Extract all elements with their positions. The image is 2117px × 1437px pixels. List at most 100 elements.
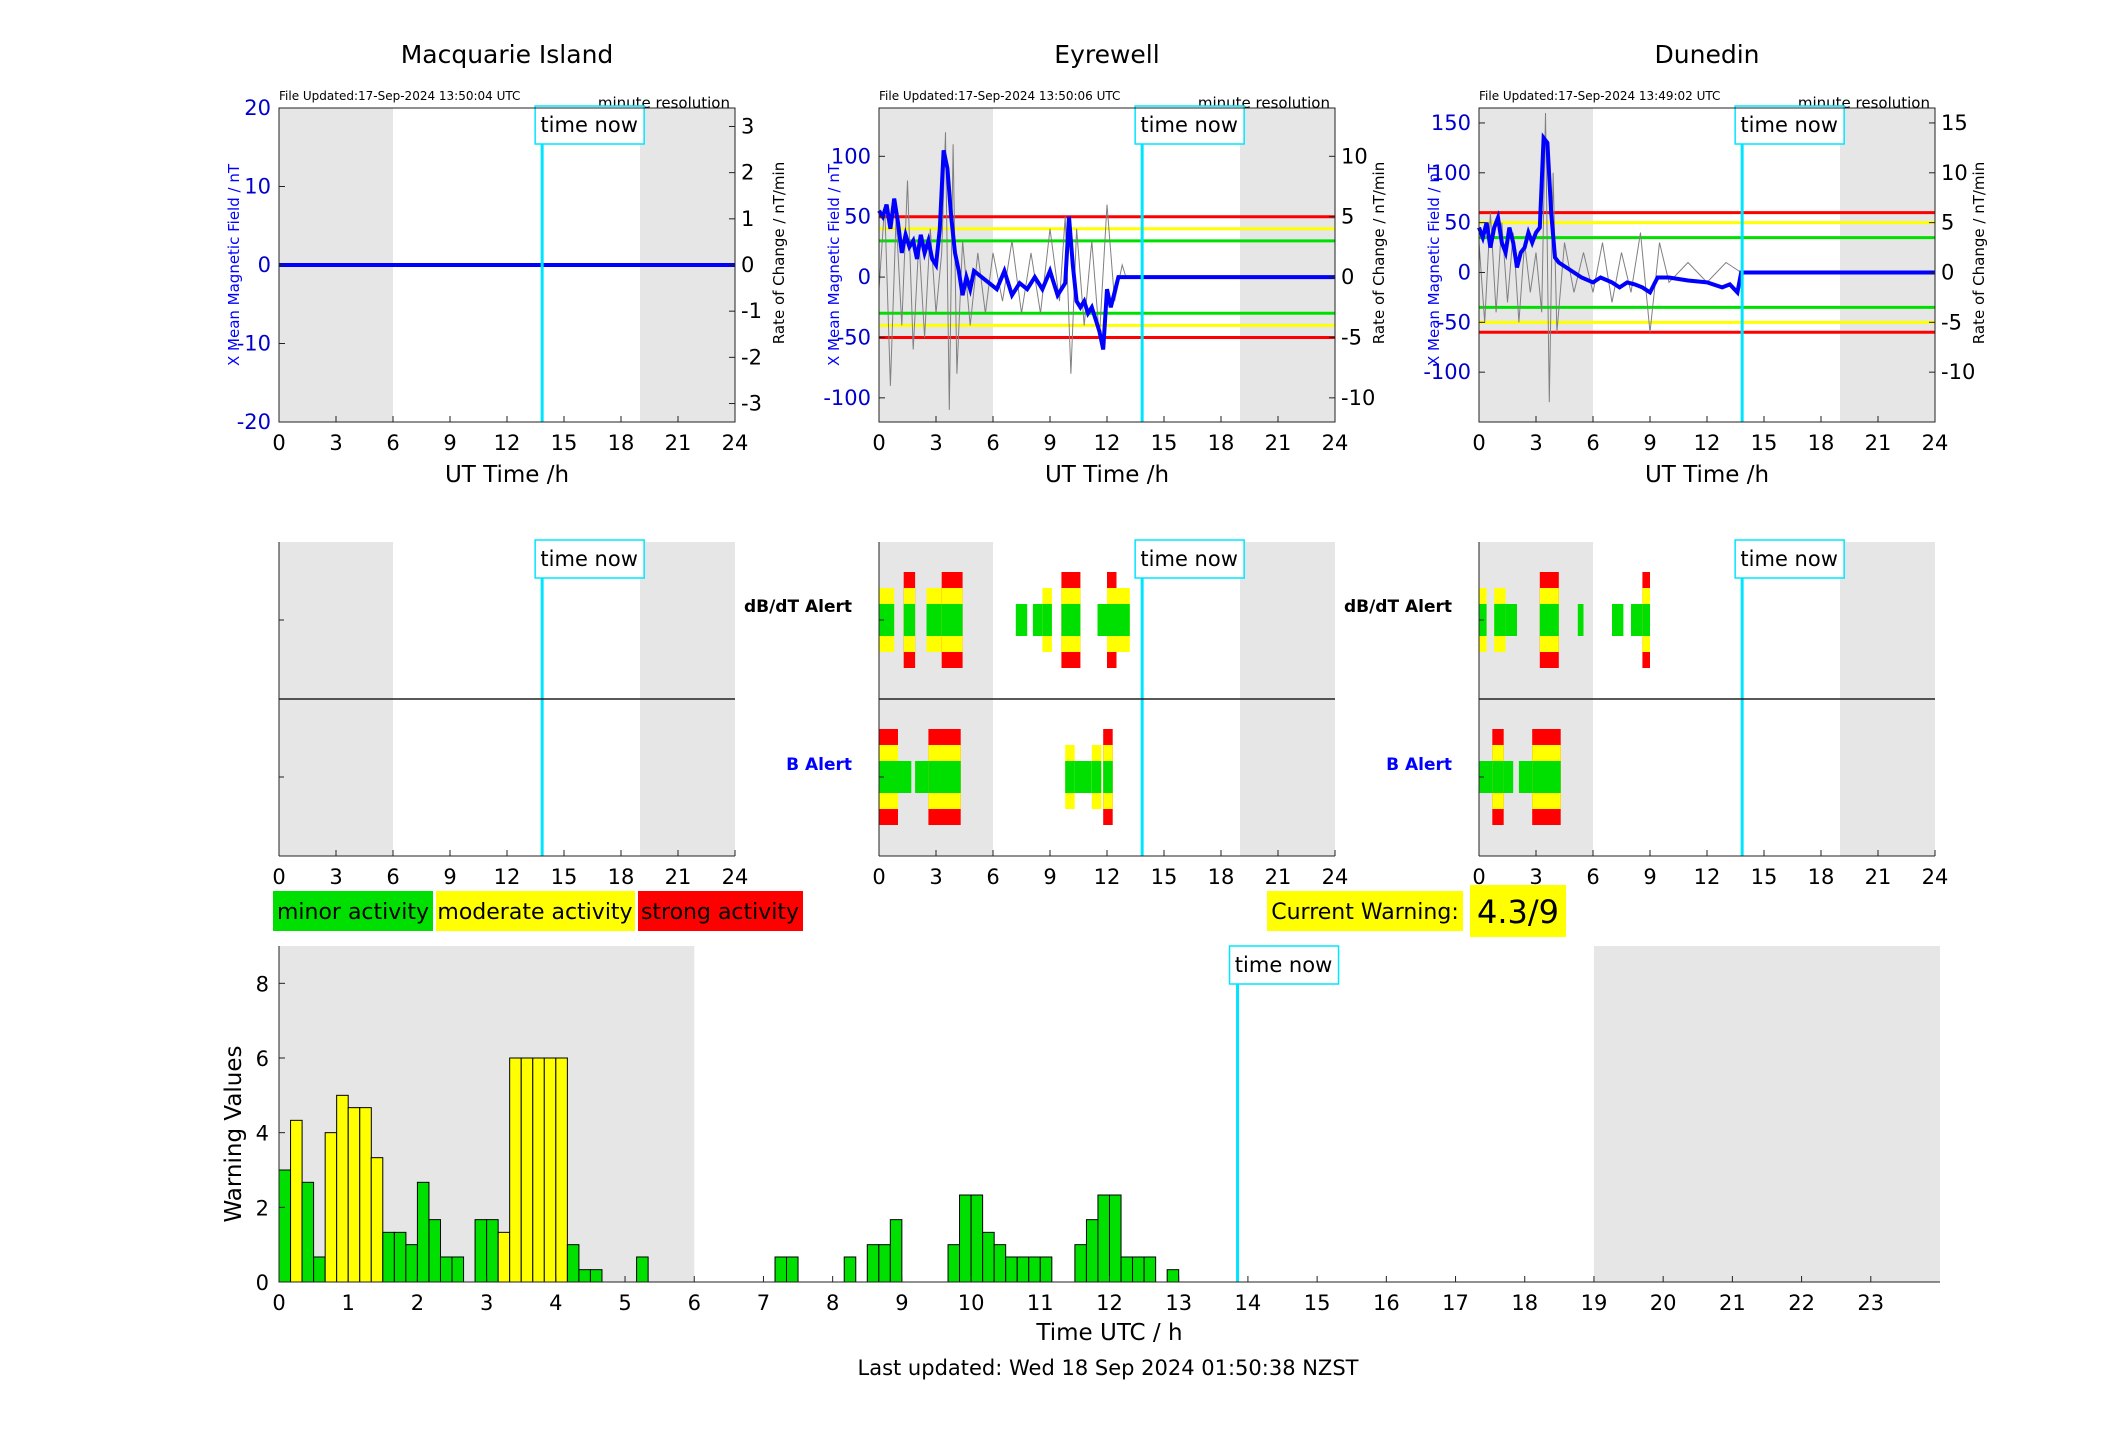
x-tick-label: 24 [1322,865,1349,889]
warning-bar-minor [428,1219,442,1283]
warning-bar-minor [843,1256,857,1283]
legend-minor-swatch [273,891,433,931]
x-tick-label: 9 [1043,865,1056,889]
x-tick-label: 6 [986,865,999,889]
warning-bar-minor [439,1256,453,1283]
station-title: Eyrewell [1054,40,1159,69]
dbdt-alert-label: dB/dT Alert [744,597,852,617]
time-now-box [534,539,645,579]
b-alert-minor-block [1065,761,1075,793]
x-tick-label: 15 [1151,431,1178,455]
b-alert-minor-block [915,761,929,793]
x-tick-label: 9 [443,431,456,455]
x-tick-label: 3 [929,431,942,455]
x-field-trace [877,149,1335,350]
x-tick-label: 18 [1808,865,1835,889]
right-tick-label: 1 [741,207,754,231]
x-tick-label: 0 [1472,431,1485,455]
x-tick-label: 13 [1165,1291,1192,1315]
x-tick-label: 15 [551,431,578,455]
warning-bar-moderate [555,1057,568,1283]
b-alert-minor-block [1492,761,1504,793]
warning-bar-minor [636,1256,649,1283]
warning-bar-moderate [543,1057,557,1283]
x-tick-label: 3 [329,431,342,455]
legend-strong-label: strong activity [641,900,799,925]
alert-panels: time now 0 3 6 9 12 15 18 21 24 time now 0 3 6 9 12 15 18… [272,539,1948,889]
x-tick-label: 15 [1151,865,1178,889]
x-tick-label: 9 [1043,431,1056,455]
right-axis-label: Rate of Change / nT/min [770,162,788,344]
x-tick-label: 9 [895,1291,908,1315]
left-tick-label: 50 [1444,211,1471,235]
x-axis-label: UT Time /h [1645,462,1769,488]
x-tick-label: 0 [272,865,285,889]
station-panel-macquarie-island: Macquarie Island File Updated:17-Sep-2024… [225,40,788,488]
y-tick-label: 6 [256,1047,269,1071]
x-tick-label: 24 [722,865,749,889]
left-tick-label: 10 [244,175,271,199]
current-warning-label-box [1267,891,1463,931]
rate-of-change-trace [878,132,1127,410]
time-now-box [1228,945,1340,985]
warning-bar-minor [278,1169,292,1283]
time-now-label: time now [1740,547,1837,571]
warning-bar-minor [416,1181,430,1283]
b-alert-minor-block [1091,761,1102,793]
x-tick-label: 12 [1096,1291,1123,1315]
night-shading [1479,108,1593,422]
warning-bar-moderate [532,1057,545,1283]
left-axis-label: X Mean Magnetic Field / nT [825,163,843,366]
time-now-label: time now [540,113,637,137]
right-tick-label: -5 [1941,310,1962,334]
time-now-box [1134,539,1245,579]
warning-bar-minor [474,1219,488,1283]
x-tick-label: 7 [757,1291,770,1315]
warning-bar-minor [970,1194,984,1283]
x-tick-label: 3 [929,865,942,889]
warning-bar-minor [486,1219,499,1283]
warning-bar-minor [1039,1256,1053,1283]
right-tick-label: -2 [741,345,762,369]
x-tick-label: 15 [1751,431,1778,455]
time-now-label: time now [1140,547,1237,571]
warning-bar-minor [774,1256,788,1283]
left-axis-label: X Mean Magnetic Field / nT [1425,163,1443,366]
x-tick-label: 10 [958,1291,985,1315]
warning-bar-minor [878,1244,891,1283]
x-tick-label: 12 [1694,431,1721,455]
legend-strong-swatch [638,891,803,931]
warning-bar-moderate [347,1107,361,1283]
station-title: Dunedin [1655,40,1760,69]
warning-bar-minor [866,1244,880,1283]
right-tick-label: 0 [741,253,754,277]
x-tick-label: 4 [549,1291,562,1315]
x-tick-label: 21 [665,431,692,455]
time-now-label: time now [1740,113,1837,137]
warning-bar-minor [947,1244,961,1283]
dbdt-alert-minor-block [1061,604,1081,636]
warning-bar-minor [1097,1194,1110,1283]
warning-bar-minor [589,1269,603,1283]
station-title: Macquarie Island [401,40,614,69]
left-tick-label: 20 [244,96,271,120]
x-tick-label: 14 [1235,1291,1262,1315]
alert-panel-dunedin: time now 0 3 6 9 12 15 18 21 24 dB/dT Alert B Alert [1344,539,1948,889]
x-tick-label: 18 [608,431,635,455]
file-updated-label: File Updated:17-Sep-2024 13:50:04 UTC [279,89,520,103]
warning-bar-minor [578,1269,591,1283]
activity-legend: minor activity moderate activity strong … [273,891,803,931]
warning-bar-moderate [370,1157,384,1283]
warning-bar-moderate [336,1094,349,1283]
x-tick-label: 1 [342,1291,355,1315]
station-panels: Macquarie Island File Updated:17-Sep-2024… [225,40,1988,488]
warning-bar-minor [313,1256,326,1283]
station-panel-dunedin: Dunedin File Updated:17-Sep-2024 13:49:02… [1423,40,1988,488]
b-alert-label: B Alert [786,755,852,775]
warning-bar-minor [982,1231,995,1283]
x-tick-label: 21 [1865,865,1892,889]
x-tick-label: 6 [1586,865,1599,889]
b-alert-minor-block [1532,761,1561,793]
file-updated-label: File Updated:17-Sep-2024 13:49:02 UTC [1479,89,1720,103]
warning-bar-moderate [359,1107,372,1283]
